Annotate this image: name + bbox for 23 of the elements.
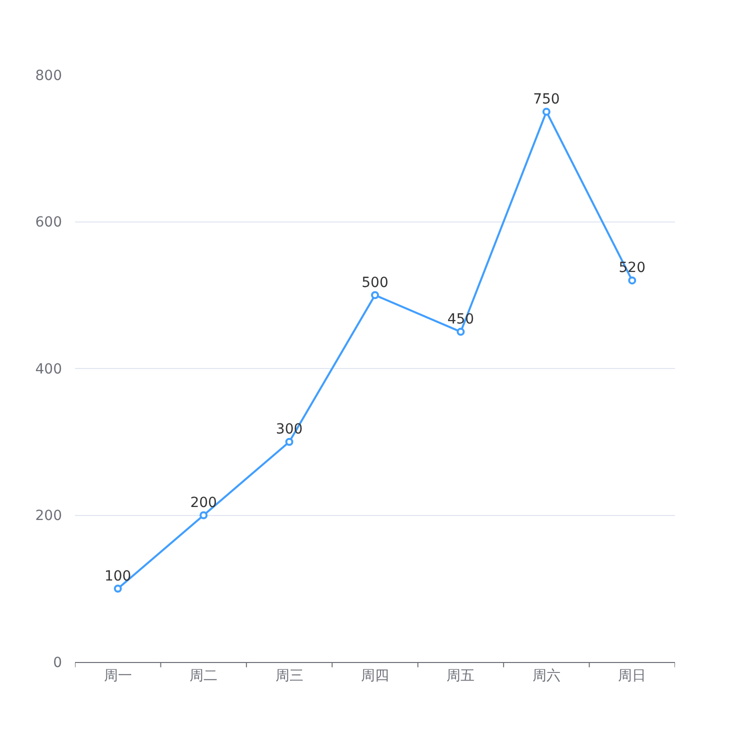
data-label: 200 — [190, 495, 217, 511]
point — [200, 511, 208, 520]
y-tick-label: 200 — [35, 508, 62, 524]
point — [371, 291, 379, 300]
y-tick-label: 400 — [35, 361, 62, 378]
x-tick-label: 周六 — [532, 668, 560, 684]
y-tick-label: 800 — [35, 68, 62, 84]
point — [542, 108, 550, 116]
x-tick-label: 周三 — [275, 668, 304, 684]
point — [628, 276, 636, 284]
x-tick-label: 周日 — [618, 668, 646, 684]
y-tick-label: 600 — [35, 214, 62, 231]
point — [456, 328, 465, 336]
x-tick-label: 周二 — [190, 668, 218, 684]
x-tick-label: 周四 — [361, 668, 389, 684]
point — [114, 584, 122, 593]
data-label: 100 — [104, 568, 132, 584]
point — [285, 438, 294, 446]
y-tick-label: 0 — [53, 654, 62, 671]
data-label: 750 — [533, 91, 560, 108]
data-label: 500 — [362, 274, 388, 291]
x-tick-label: 周一 — [104, 668, 132, 684]
x-tick-label: 周五 — [446, 668, 475, 684]
